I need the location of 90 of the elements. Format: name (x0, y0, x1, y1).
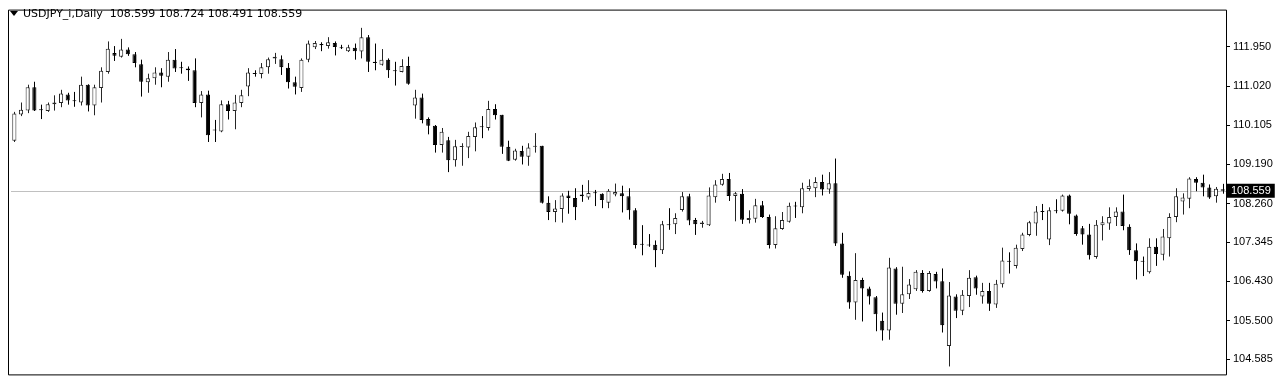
candlestick (446, 136, 451, 173)
candlestick (306, 40, 311, 63)
y-tick-label: 104.585 (1233, 352, 1273, 365)
candlestick (619, 185, 624, 213)
candlestick (1173, 187, 1178, 223)
candlestick (1000, 247, 1005, 289)
candlestick (366, 34, 371, 73)
candlestick (873, 295, 878, 332)
candlestick (519, 145, 524, 165)
candlestick (679, 191, 684, 213)
candlestick (1133, 242, 1138, 280)
candlestick (566, 190, 571, 215)
candlestick (926, 270, 931, 293)
candlestick (99, 66, 104, 104)
candlestick (900, 266, 905, 314)
ref-line-label: 108.559 (1231, 183, 1271, 196)
y-tick-label: 105.500 (1233, 313, 1273, 326)
candlestick (105, 40, 110, 75)
y-tick-label: 111.950 (1233, 39, 1272, 52)
candlestick (1020, 232, 1025, 252)
candlestick (279, 54, 284, 76)
candlestick (1153, 237, 1158, 267)
candlestick (966, 269, 972, 308)
candlestick (85, 83, 90, 112)
candlestick (419, 93, 424, 124)
candlestick (472, 121, 478, 152)
candlestick (726, 172, 731, 202)
candlestick (145, 73, 150, 94)
y-tick-label: 108.260 (1233, 196, 1273, 209)
y-tick-label: 106.430 (1233, 274, 1273, 287)
y-tick-label: 111.020 (1233, 79, 1272, 92)
candlestick (1160, 228, 1165, 261)
candlestick (1187, 176, 1192, 209)
candlestick (626, 187, 631, 221)
candlestick (412, 89, 417, 120)
candlestick (920, 269, 925, 294)
candlestick (586, 179, 591, 201)
candlestick (739, 188, 745, 225)
y-tick-label: 107.345 (1233, 235, 1273, 248)
candlestick (119, 38, 124, 59)
candlestick (1120, 194, 1125, 231)
candlestick (986, 282, 992, 312)
candlestick (1147, 237, 1152, 275)
candlestick (713, 179, 718, 204)
candlestick (1167, 212, 1172, 258)
candlestick (826, 171, 831, 195)
candlestick (225, 100, 231, 120)
chart-title: USDJPY_i,Daily 108.599 108.724 108.491 108.559 (23, 7, 303, 20)
candlestick (659, 220, 664, 255)
candlestick (753, 198, 758, 224)
y-tick-label: 110.105 (1233, 118, 1272, 131)
candlestick (406, 56, 411, 86)
candlestick (800, 182, 805, 214)
candlestick (172, 48, 177, 73)
candlestick (813, 176, 818, 198)
candlestick (1100, 215, 1105, 241)
candlestick (32, 81, 37, 112)
candlestick (1087, 223, 1092, 261)
candlestick (439, 127, 444, 154)
candlestick (733, 191, 738, 222)
candlestick (606, 188, 611, 209)
candlestick (92, 84, 97, 116)
candlestick (452, 139, 458, 168)
candlestick (486, 100, 491, 132)
candlestick (165, 51, 170, 83)
candlestick (25, 84, 30, 114)
candlestick (159, 67, 164, 88)
y-tick-label: 109.190 (1233, 157, 1273, 170)
candlestick (1013, 244, 1018, 269)
candlestick (79, 76, 84, 106)
candlestick (853, 252, 858, 321)
candlestick (432, 124, 437, 154)
candlestick (1080, 225, 1085, 246)
candlestick (245, 67, 251, 97)
candlestick (359, 27, 364, 59)
candlestick (199, 90, 204, 118)
candlestick (820, 174, 825, 196)
candlestick (786, 202, 791, 224)
candlestick (466, 131, 471, 159)
candlestick (559, 192, 564, 224)
candlestick (953, 293, 958, 319)
candlestick (773, 215, 778, 249)
candlestick (973, 275, 978, 296)
candlestick (913, 269, 918, 292)
candlestick (960, 289, 965, 316)
candlestick (686, 193, 691, 226)
candlestick (993, 279, 998, 309)
candlestick (1127, 223, 1132, 256)
candlestick (1067, 194, 1072, 225)
candlestick (139, 59, 144, 98)
